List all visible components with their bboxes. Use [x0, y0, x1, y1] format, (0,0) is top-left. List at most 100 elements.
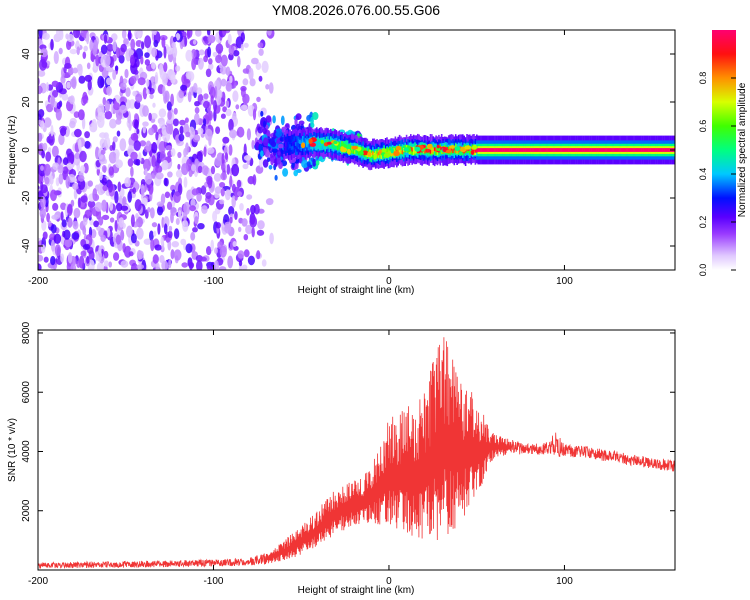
- heatmap-cell: [101, 165, 107, 173]
- heatmap-cell: [483, 148, 485, 152]
- x-tick-label: 0: [386, 276, 392, 287]
- heatmap-cell: [617, 148, 620, 152]
- heatmap-cell: [39, 207, 46, 219]
- heatmap-cell: [125, 225, 133, 238]
- heatmap-cell: [543, 148, 545, 152]
- heatmap-cell: [657, 148, 659, 152]
- heatmap-cell: [228, 206, 235, 216]
- heatmap-cell: [452, 145, 454, 153]
- heatmap-cell: [234, 195, 238, 201]
- heatmap-cell: [94, 201, 103, 212]
- heatmap-cell: [257, 126, 264, 134]
- heatmap-cell: [152, 254, 159, 264]
- heatmap-cell: [501, 148, 503, 152]
- heatmap-cell: [222, 136, 230, 144]
- heatmap-cell: [152, 142, 156, 150]
- heatmap-cell: [171, 42, 176, 48]
- heatmap-cell: [118, 217, 125, 228]
- heatmap-cell: [210, 95, 214, 105]
- heatmap-cell: [508, 148, 510, 152]
- heatmap-cell: [203, 146, 207, 157]
- heatmap-cell: [187, 91, 192, 103]
- x-tick-label: -200: [28, 576, 48, 587]
- heatmap-cell: [268, 165, 273, 170]
- heatmap-cell: [318, 141, 321, 146]
- heatmap-cell: [105, 100, 110, 112]
- heatmap-cell: [80, 250, 87, 257]
- heatmap-cell: [149, 93, 154, 100]
- heatmap-cell: [529, 148, 531, 152]
- heatmap-cell: [165, 237, 171, 243]
- heatmap-cell: [181, 163, 189, 176]
- heatmap-cell: [161, 36, 166, 48]
- heatmap-cell: [648, 148, 651, 152]
- heatmap-cell: [91, 118, 98, 132]
- heatmap-cell: [236, 179, 242, 188]
- heatmap-cell: [70, 177, 78, 183]
- heatmap-cell: [547, 148, 550, 152]
- heatmap-cell: [178, 133, 185, 142]
- heatmap-cell: [124, 68, 129, 79]
- heatmap-cell: [111, 33, 118, 41]
- heatmap-cell: [38, 30, 43, 39]
- heatmap-cell: [98, 216, 104, 226]
- heatmap-cell: [166, 201, 173, 210]
- heatmap-cell: [179, 119, 186, 126]
- heatmap-cell: [170, 148, 176, 157]
- snr-line: [38, 337, 675, 569]
- heatmap-cell: [492, 148, 495, 152]
- heatmap-cell: [414, 146, 421, 152]
- heatmap-cell: [119, 138, 127, 152]
- heatmap-cell: [446, 147, 449, 151]
- heatmap-cell: [242, 163, 249, 170]
- heatmap-cell: [638, 148, 641, 152]
- heatmap-cell: [373, 153, 378, 160]
- heatmap-cell: [224, 152, 228, 161]
- heatmap-cell: [306, 141, 308, 146]
- heatmap-cell: [96, 167, 101, 176]
- y-tick-label: -40: [21, 238, 32, 253]
- heatmap-cell: [296, 143, 298, 148]
- heatmap-cell: [118, 54, 125, 64]
- heatmap-cell: [150, 112, 158, 120]
- heatmap-cell: [564, 148, 566, 152]
- heatmap-cell: [658, 148, 661, 152]
- heatmap-cell: [574, 148, 576, 152]
- heatmap-cell: [220, 113, 226, 119]
- heatmap-cell: [556, 148, 558, 152]
- heatmap-cell: [600, 148, 603, 152]
- heatmap-cell: [551, 148, 554, 152]
- heatmap-cell: [504, 148, 506, 152]
- heatmap-cell: [143, 238, 152, 245]
- heatmap-cell: [252, 174, 257, 186]
- colorbar-tick-label: 0.6: [698, 120, 708, 133]
- heatmap-cell: [285, 142, 287, 147]
- heatmap-cell: [256, 250, 261, 260]
- heatmap-cell: [130, 214, 135, 228]
- heatmap-cell: [296, 138, 298, 147]
- heatmap-cell: [82, 91, 88, 105]
- heatmap-cell: [48, 133, 55, 146]
- heatmap-cell: [191, 188, 199, 196]
- heatmap-cell: [42, 231, 48, 240]
- heatmap-cell: [132, 187, 136, 195]
- heatmap-cell: [104, 54, 111, 67]
- heatmap-cell: [425, 148, 428, 153]
- heatmap-cell: [593, 148, 596, 152]
- heatmap-cell: [203, 93, 209, 100]
- heatmap-cell: [76, 46, 80, 56]
- heatmap-cell: [219, 63, 223, 69]
- heatmap-cell: [45, 82, 49, 92]
- heatmap-cell: [293, 169, 299, 177]
- heatmap-cell: [356, 149, 359, 154]
- heatmap-cell: [320, 139, 325, 144]
- heatmap-cell: [207, 34, 216, 44]
- heatmap-cell: [280, 115, 285, 126]
- heatmap-cell: [56, 30, 64, 38]
- heatmap-cell: [159, 255, 165, 264]
- colorbar-tick-label: 0.4: [698, 168, 708, 181]
- heatmap-cell: [281, 126, 286, 133]
- heatmap-cell: [81, 116, 86, 130]
- heatmap-cell: [520, 148, 523, 152]
- heatmap-cell: [50, 255, 56, 266]
